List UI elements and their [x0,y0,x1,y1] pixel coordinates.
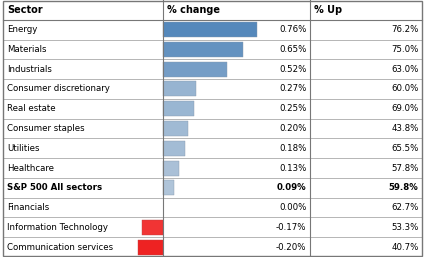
Text: Information Technology: Information Technology [7,223,108,232]
Text: 63.0%: 63.0% [391,65,418,74]
Bar [163,141,185,156]
Text: Consumer staples: Consumer staples [7,124,84,133]
Text: 40.7%: 40.7% [391,243,418,252]
Text: Healthcare: Healthcare [7,163,54,172]
Text: % change: % change [167,5,220,15]
Text: 0.52%: 0.52% [279,65,307,74]
Text: Real estate: Real estate [7,104,56,113]
Text: % Up: % Up [314,5,342,15]
Text: Utilities: Utilities [7,144,39,153]
Text: Sector: Sector [8,5,43,15]
Text: Financials: Financials [7,203,49,212]
Bar [138,240,163,255]
Text: Materials: Materials [7,45,46,54]
Text: 76.2%: 76.2% [391,25,418,34]
Text: 57.8%: 57.8% [391,163,418,172]
Text: 69.0%: 69.0% [391,104,418,113]
Bar [163,81,196,96]
Text: S&P 500 All sectors: S&P 500 All sectors [7,183,102,192]
Bar [163,121,188,136]
Bar [142,220,163,235]
Text: 43.8%: 43.8% [391,124,418,133]
Text: -0.20%: -0.20% [276,243,307,252]
Text: Industrials: Industrials [7,65,52,74]
Bar [163,42,243,57]
Bar [163,180,174,195]
Text: Consumer discretionary: Consumer discretionary [7,85,110,94]
Text: 0.76%: 0.76% [279,25,307,34]
Text: 0.20%: 0.20% [279,124,307,133]
Text: Energy: Energy [7,25,37,34]
Text: 60.0%: 60.0% [391,85,418,94]
Bar [163,62,227,77]
Text: 0.09%: 0.09% [277,183,307,192]
Text: 0.18%: 0.18% [279,144,307,153]
Text: 0.25%: 0.25% [279,104,307,113]
Text: Communication services: Communication services [7,243,113,252]
Text: 59.8%: 59.8% [389,183,418,192]
Text: 0.27%: 0.27% [279,85,307,94]
Text: 0.13%: 0.13% [279,163,307,172]
Text: 75.0%: 75.0% [391,45,418,54]
Text: 62.7%: 62.7% [391,203,418,212]
Text: 0.65%: 0.65% [279,45,307,54]
Text: -0.17%: -0.17% [276,223,307,232]
Text: 65.5%: 65.5% [391,144,418,153]
Bar [163,101,194,116]
Bar [163,22,257,37]
Bar [163,161,179,176]
Text: 0.00%: 0.00% [279,203,307,212]
Text: 53.3%: 53.3% [391,223,418,232]
